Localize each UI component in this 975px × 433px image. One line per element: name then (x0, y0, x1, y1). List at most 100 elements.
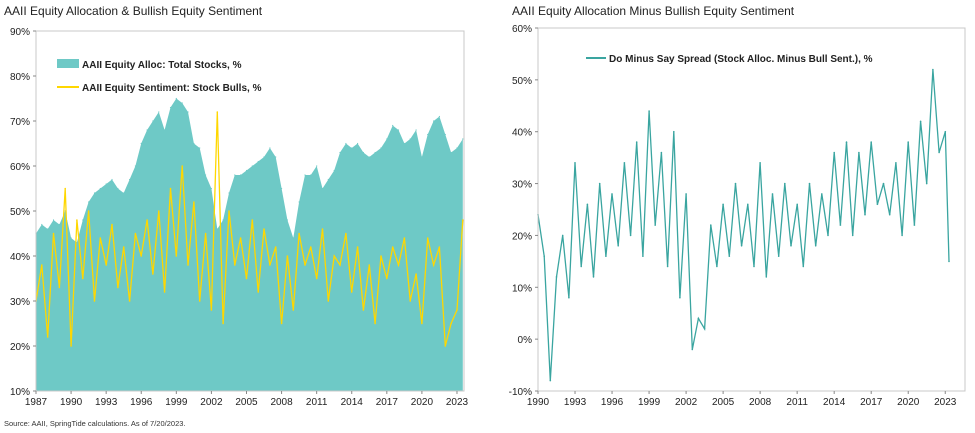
area-point-total-stocks (257, 160, 259, 163)
point-stock-bulls (169, 187, 172, 190)
area-point-total-stocks (70, 237, 72, 239)
point-stock-bulls (128, 300, 131, 302)
left-x-tick-label: 1993 (95, 397, 118, 408)
area-point-total-stocks (450, 151, 452, 154)
point-do-minus-say (598, 182, 601, 185)
point-stock-bulls (310, 246, 312, 248)
right-y-tick-label: 40% (512, 128, 532, 139)
area-point-total-stocks (327, 178, 329, 181)
point-do-minus-say (938, 151, 940, 154)
area-point-total-stocks (245, 169, 248, 172)
right-y-tick-label: 10% (512, 283, 532, 294)
right-chart-axes: -10% 0% 10% 20% 30% 40% 50% 60% 1990 1993 1996 1999… (509, 24, 966, 408)
area-point-total-stocks (146, 129, 148, 131)
area-point-total-stocks (321, 187, 324, 190)
area-point-total-stocks (263, 156, 265, 158)
area-point-total-stocks (140, 142, 142, 145)
point-stock-bulls (140, 255, 142, 257)
point-stock-bulls (245, 277, 248, 280)
area-point-total-stocks (76, 241, 78, 244)
area-point-total-stocks (286, 219, 288, 221)
point-stock-bulls (146, 219, 148, 221)
point-stock-bulls (52, 232, 55, 235)
left-x-tick-label: 2014 (341, 397, 364, 408)
point-stock-bulls (304, 264, 306, 266)
area-point-total-stocks (386, 138, 388, 140)
area-point-total-stocks (362, 151, 364, 154)
point-stock-bulls (432, 264, 435, 266)
area-point-total-stocks (175, 97, 177, 100)
area-point-total-stocks (275, 156, 277, 158)
area-point-total-stocks (380, 147, 382, 149)
point-do-minus-say (771, 193, 774, 195)
right-x-tick-label: 2014 (823, 397, 846, 408)
area-point-total-stocks (345, 142, 347, 145)
right-y-tick-label: 30% (512, 180, 532, 191)
left-x-tick-label: 1987 (25, 397, 48, 408)
point-do-minus-say (888, 213, 891, 216)
point-do-minus-say (549, 379, 552, 382)
point-stock-bulls (99, 237, 102, 239)
area-point-total-stocks (181, 102, 183, 104)
area-point-total-stocks (333, 169, 335, 172)
point-do-minus-say (691, 348, 694, 351)
right-y-tick-label: 60% (512, 24, 532, 35)
point-stock-bulls (82, 277, 84, 280)
area-point-total-stocks (234, 174, 236, 176)
point-do-minus-say (654, 224, 656, 226)
area-point-total-stocks (444, 133, 446, 136)
point-stock-bulls (274, 246, 277, 248)
point-do-minus-say (666, 265, 669, 268)
point-do-minus-say (679, 296, 681, 299)
point-do-minus-say (907, 141, 909, 143)
area-point-total-stocks (240, 174, 242, 176)
point-stock-bulls (403, 237, 406, 239)
area-point-total-stocks (52, 219, 55, 221)
point-do-minus-say (568, 296, 570, 299)
point-stock-bulls (315, 277, 318, 280)
point-do-minus-say (580, 265, 582, 268)
point-do-minus-say (586, 203, 589, 206)
area-point-total-stocks (421, 156, 423, 158)
area-point-total-stocks (427, 133, 429, 136)
point-stock-bulls (444, 345, 447, 347)
area-point-total-stocks (269, 147, 271, 149)
point-do-minus-say (790, 245, 792, 247)
point-stock-bulls (58, 286, 61, 289)
point-do-minus-say (703, 328, 706, 330)
left-chart-title: AAII Equity Allocation & Bullish Equity … (4, 4, 263, 18)
point-stock-bulls (362, 309, 365, 311)
point-do-minus-say (623, 162, 626, 164)
point-stock-bulls (222, 322, 224, 325)
legend-swatch-total-stocks (57, 59, 79, 68)
right-x-tick-label: 1996 (601, 397, 624, 408)
area-point-total-stocks (158, 111, 160, 113)
right-x-tick-label: 1993 (564, 397, 587, 408)
point-stock-bulls (163, 291, 166, 293)
area-point-total-stocks (403, 142, 405, 145)
area-point-total-stocks (456, 147, 458, 149)
left-x-tick-label: 2008 (270, 397, 293, 408)
point-do-minus-say (635, 141, 638, 143)
point-stock-bulls (87, 210, 90, 212)
left-y-tick-label: 30% (10, 297, 30, 308)
point-do-minus-say (827, 234, 829, 237)
point-do-minus-say (765, 276, 768, 278)
point-stock-bulls (105, 264, 107, 266)
point-stock-bulls (356, 246, 359, 248)
left-x-tick-label: 2020 (411, 397, 434, 408)
area-point-total-stocks (433, 120, 435, 122)
right-x-tick-label: 2020 (897, 397, 920, 408)
point-do-minus-say (919, 120, 922, 123)
point-stock-bulls (93, 300, 96, 302)
point-stock-bulls (76, 219, 78, 221)
area-point-total-stocks (368, 156, 370, 158)
point-stock-bulls (175, 255, 178, 257)
area-point-total-stocks (281, 187, 283, 190)
point-stock-bulls (426, 237, 429, 239)
left-x-tick-label: 1996 (130, 397, 153, 408)
right-x-tick-label: 2011 (786, 397, 808, 408)
left-x-tick-label: 2005 (235, 397, 258, 408)
point-stock-bulls (456, 309, 458, 311)
point-stock-bulls (152, 273, 154, 275)
